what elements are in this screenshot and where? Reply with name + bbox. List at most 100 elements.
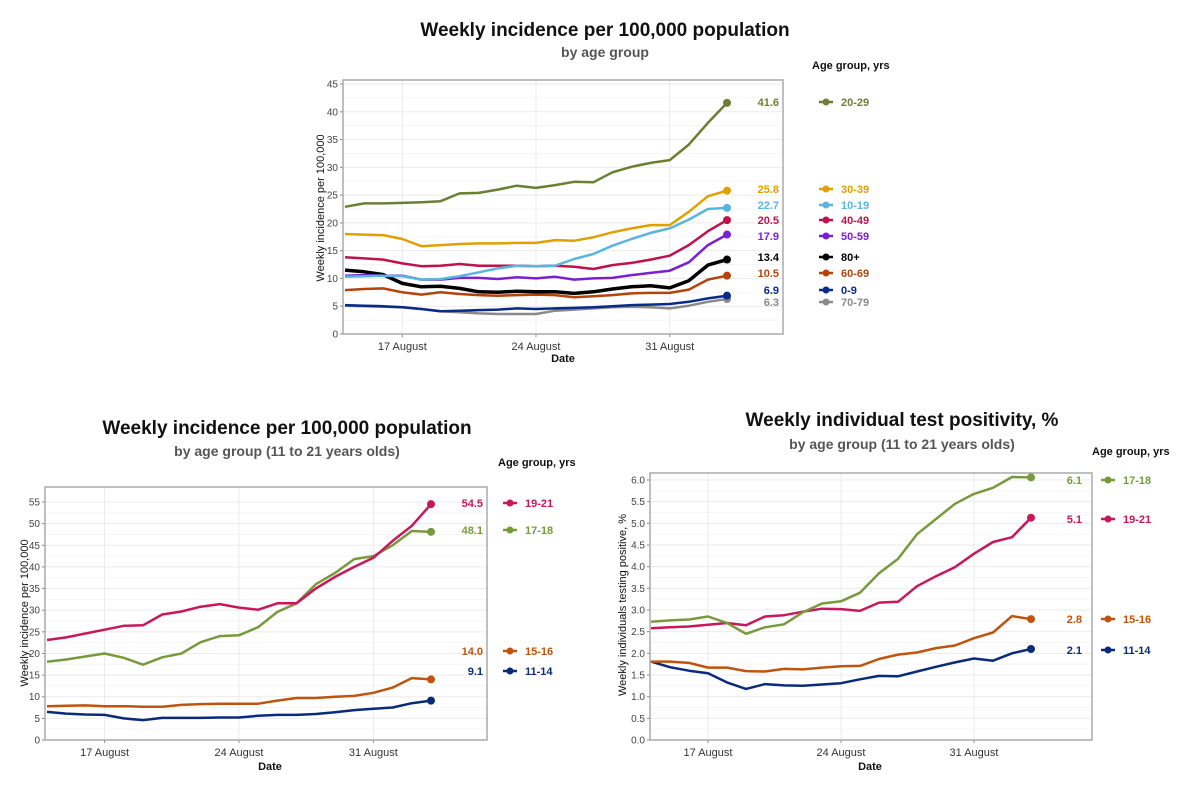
series-end-point-19-21 <box>1027 513 1035 522</box>
plot-area: 0 5 10 15 20 25 30 35 40 45 17 August 24 August 31 A… <box>327 79 869 353</box>
y-axis-label: Weekly incidence per 100,000 <box>19 539 31 686</box>
end-value-label: 13.4 <box>758 252 780 264</box>
y-tick-label: 50 <box>29 519 41 530</box>
x-axis-label: Date <box>551 353 575 365</box>
legend-key-point <box>822 185 830 193</box>
y-tick-label: 10 <box>29 692 41 703</box>
end-value-label: 6.3 <box>764 297 779 309</box>
series-end-point-19-21 <box>427 500 435 509</box>
legend-label: 17-18 <box>1123 475 1151 487</box>
y-tick-label: 0 <box>332 330 338 341</box>
end-value-label: 25.8 <box>758 184 779 196</box>
y-tick-label: 1.0 <box>631 692 645 703</box>
y-tick-label: 35 <box>29 584 41 595</box>
legend-key-point <box>1104 515 1112 523</box>
end-value-label: 48.1 <box>462 525 483 537</box>
series-end-point-11-14 <box>427 696 435 705</box>
series-line-30-39 <box>344 189 728 248</box>
end-value-label: 14.0 <box>462 646 483 658</box>
legend-key-point <box>506 526 514 534</box>
y-tick-label: 25 <box>327 191 339 202</box>
legend-key-point <box>1104 646 1112 654</box>
legend-label: 11-14 <box>525 666 553 678</box>
series-end-point-11-14 <box>1027 645 1035 653</box>
legend-label: 17-18 <box>525 525 553 537</box>
series-end-point-15-16 <box>427 675 435 684</box>
x-tick-label: 24 August <box>215 747 264 759</box>
chart-subtitle: by age group (11 to 21 years olds) <box>174 443 400 459</box>
y-tick-label: 0.0 <box>631 736 645 747</box>
end-value-label: 41.6 <box>758 97 779 109</box>
legend-label: 60-69 <box>841 268 869 280</box>
y-tick-label: 30 <box>29 606 41 617</box>
y-tick-label: 20 <box>29 649 41 660</box>
end-value-label: 10.5 <box>758 268 779 280</box>
y-tick-label: 15 <box>29 671 41 682</box>
end-value-label: 2.1 <box>1067 645 1082 657</box>
y-tick-label: 2.0 <box>631 649 645 660</box>
y-tick-label: 35 <box>327 135 339 146</box>
legend-key-point <box>822 201 830 209</box>
y-tick-label: 2.5 <box>631 627 645 638</box>
panel-border <box>342 79 784 335</box>
end-value-label: 22.7 <box>758 200 779 212</box>
series-end-point-15-16 <box>1027 615 1035 624</box>
series-line-17-18 <box>46 529 432 666</box>
series-line-60-69 <box>344 274 728 299</box>
chart-title: Weekly individual test positivity, % <box>746 410 1059 431</box>
legend-label: 10-19 <box>841 200 869 212</box>
x-axis-label: Date <box>858 761 882 773</box>
end-value-label: 2.8 <box>1067 614 1082 626</box>
x-tick-label: 17 August <box>80 747 129 759</box>
y-tick-label: 5.5 <box>631 497 645 508</box>
legend-key-point <box>506 499 514 507</box>
legend-label: 15-16 <box>1123 614 1151 626</box>
y-tick-label: 45 <box>29 541 41 552</box>
series-line-0-9 <box>344 294 728 313</box>
chart-bottom-left: Weekly incidence per 100,000 population … <box>19 418 576 773</box>
legend-key-point <box>1104 476 1112 484</box>
x-tick-label: 17 August <box>684 747 733 759</box>
legend-label: 70-79 <box>841 297 869 309</box>
y-tick-label: 15 <box>327 246 339 257</box>
series-line-19-21 <box>46 503 432 642</box>
end-value-label: 54.5 <box>462 498 483 510</box>
plot-area: 0.0 0.5 1.0 1.5 2.0 2.5 3.0 3.5 4.0 4.5 5.0 5.5 6.0 1… <box>631 472 1151 759</box>
legend-key-point <box>822 98 830 106</box>
y-tick-label: 55 <box>29 498 41 509</box>
series-end-point-0-9 <box>723 291 731 300</box>
series-end-point-20-29 <box>723 98 731 107</box>
panel-border <box>649 472 1093 741</box>
legend-label: 50-59 <box>841 231 869 243</box>
legend-key-point <box>1104 615 1112 623</box>
chart-title: Weekly incidence per 100,000 population <box>420 20 789 41</box>
series-line-15-16 <box>46 676 432 708</box>
legend-label: 19-21 <box>1123 514 1151 526</box>
x-tick-label: 31 August <box>645 341 694 353</box>
legend-key-point <box>822 253 830 261</box>
y-tick-label: 3.0 <box>631 606 645 617</box>
y-axis-label: Weekly individuals testing positive, % <box>617 514 629 696</box>
x-tick-label: 17 August <box>378 341 427 353</box>
y-tick-label: 5 <box>332 302 338 313</box>
legend-title: Age group, yrs <box>498 457 576 469</box>
y-tick-label: 5 <box>34 714 40 725</box>
end-value-label: 5.1 <box>1067 514 1082 526</box>
legend-title: Age group, yrs <box>812 60 890 72</box>
series-end-point-30-39 <box>723 186 731 195</box>
chart-subtitle: by age group (11 to 21 years olds) <box>789 436 1015 452</box>
legend-label: 15-16 <box>525 646 553 658</box>
series-end-point-60-69 <box>723 271 731 280</box>
y-tick-label: 30 <box>327 163 339 174</box>
panel-border <box>44 486 488 741</box>
y-tick-label: 20 <box>327 218 339 229</box>
series-end-point-80+ <box>723 255 731 264</box>
chart-title: Weekly incidence per 100,000 population <box>102 418 471 439</box>
x-tick-label: 24 August <box>817 747 866 759</box>
y-tick-label: 40 <box>29 562 41 573</box>
legend-key-point <box>822 232 830 240</box>
legend-label: 30-39 <box>841 184 869 196</box>
end-value-label: 6.1 <box>1067 475 1082 487</box>
legend-key-point <box>822 216 830 224</box>
